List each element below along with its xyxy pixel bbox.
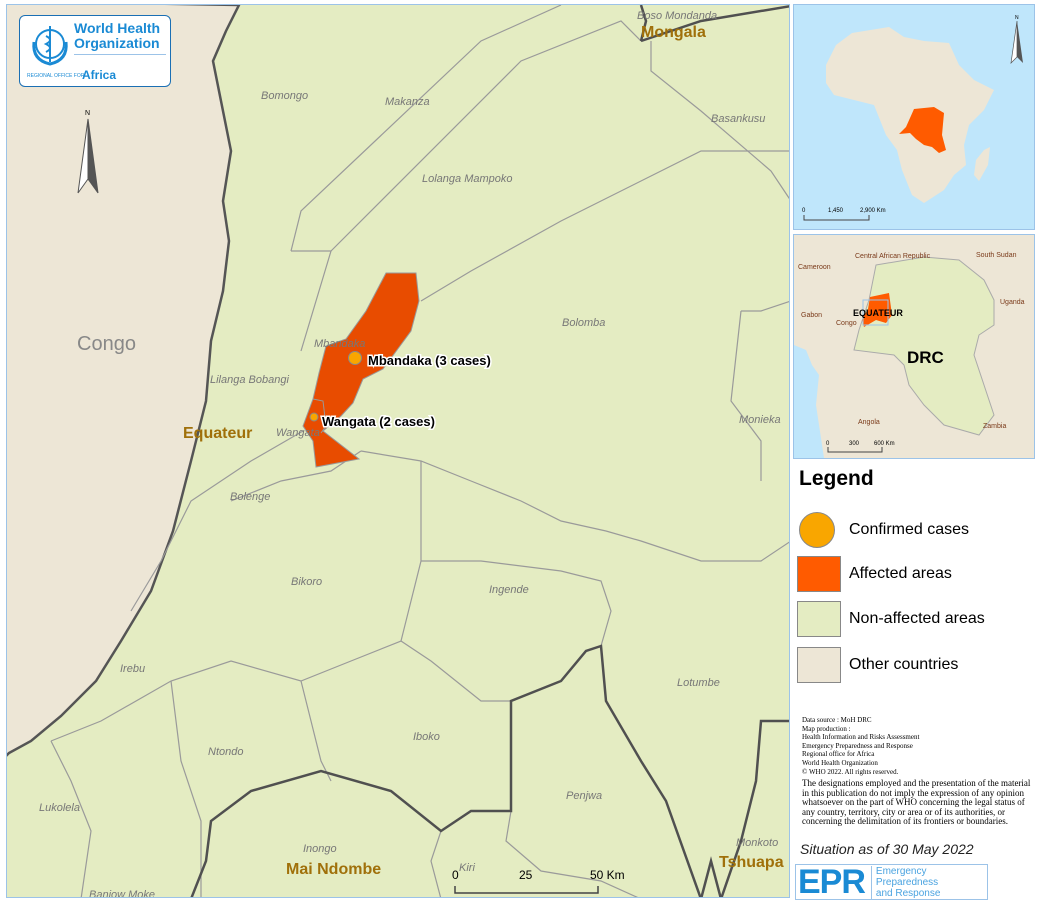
who-logo: World Health Organization REGIONAL OFFIC… <box>19 15 171 87</box>
svg-text:1,450: 1,450 <box>828 208 844 214</box>
svg-text:Uganda: Uganda <box>1000 299 1025 306</box>
svg-text:Makanza: Makanza <box>385 96 430 108</box>
legend-title: Legend <box>799 467 874 490</box>
svg-text:300: 300 <box>849 441 860 447</box>
svg-text:0: 0 <box>452 868 459 882</box>
equateur-highlight <box>862 293 892 327</box>
province-label: Mongala <box>641 24 706 41</box>
main-map: Congo Equateur Mongala Mai Ndombe Tshuap… <box>6 4 790 898</box>
svg-text:Zambia: Zambia <box>983 423 1006 430</box>
svg-text:Monieka: Monieka <box>739 414 781 426</box>
scale-bar: 0 1,450 2,900 Km <box>802 208 886 221</box>
svg-text:South Sudan: South Sudan <box>976 252 1017 259</box>
svg-text:Kiri: Kiri <box>459 862 475 874</box>
wangata-boundary <box>312 398 327 434</box>
province-boundaries <box>190 5 789 897</box>
legend-item-affected: Affected areas <box>797 554 952 594</box>
svg-text:Congo: Congo <box>836 320 857 327</box>
svg-text:Mbandaka: Mbandaka <box>314 338 365 350</box>
affected-swatch <box>797 556 841 592</box>
district-labels: Bomongo Makanza Basankusu Boso Mondanda … <box>39 10 781 898</box>
svg-text:Ntondo: Ntondo <box>208 746 243 758</box>
svg-text:Irebu: Irebu <box>120 663 145 675</box>
svg-text:Lotumbe: Lotumbe <box>677 677 720 689</box>
legend-item-other: Other countries <box>797 645 958 685</box>
svg-text:50 Km: 50 Km <box>590 868 625 882</box>
svg-text:N: N <box>85 110 90 117</box>
svg-text:Bolenge: Bolenge <box>230 491 270 503</box>
other-countries-swatch <box>797 647 841 683</box>
drc-country <box>853 256 995 436</box>
country-labels: Central African Republic South Sudan Cam… <box>798 252 1025 430</box>
svg-text:Iboko: Iboko <box>413 731 440 743</box>
district-boundaries <box>50 5 789 897</box>
svg-text:Lilanga Bobangi: Lilanga Bobangi <box>210 374 289 386</box>
scale-bar: 0 25 50 Km <box>452 868 625 894</box>
svg-text:Bomongo: Bomongo <box>261 90 308 102</box>
confirmed-swatch-icon <box>799 512 835 548</box>
legend-item-confirmed: Confirmed cases <box>797 510 969 550</box>
svg-text:Lukolela: Lukolela <box>39 802 80 814</box>
north-arrow: N <box>1010 15 1023 64</box>
svg-text:600 Km: 600 Km <box>874 441 895 447</box>
svg-text:Wangata: Wangata <box>276 427 320 439</box>
case-label-mbandaka: Mbandaka (3 cases) <box>368 353 491 368</box>
country-label-congo: Congo <box>77 333 136 355</box>
situation-date: Situation as of 30 May 2022 <box>800 841 974 857</box>
svg-text:Bikoro: Bikoro <box>291 576 322 588</box>
svg-text:Banjow Moke: Banjow Moke <box>89 889 155 898</box>
non-affected-swatch <box>797 601 841 637</box>
svg-text:Gabon: Gabon <box>801 312 822 319</box>
svg-text:25: 25 <box>519 868 533 882</box>
congo-country <box>7 5 241 757</box>
province-label: Equateur <box>183 425 252 442</box>
extent-indicator <box>862 299 889 326</box>
svg-text:Angola: Angola <box>858 419 880 426</box>
epr-logo: EPR Emergency Preparedness and Response <box>795 863 988 901</box>
affected-area-mbandaka <box>302 272 420 468</box>
svg-text:Inongo: Inongo <box>303 843 337 855</box>
svg-text:Basankusu: Basankusu <box>711 113 765 125</box>
main-map-svg: Congo Equateur Mongala Mai Ndombe Tshuap… <box>7 5 789 898</box>
who-regional: REGIONAL OFFICE FOR <box>27 73 85 79</box>
madagascar <box>974 147 990 181</box>
svg-text:Monkoto: Monkoto <box>736 837 778 849</box>
confirmed-case-mbandaka[interactable] <box>348 351 362 365</box>
svg-text:2,900 Km: 2,900 Km <box>860 208 886 214</box>
svg-text:Central African Republic: Central African Republic <box>855 253 931 260</box>
svg-text:Penjwa: Penjwa <box>566 790 602 802</box>
svg-text:Cameroon: Cameroon <box>798 264 831 271</box>
legend-item-non-affected: Non-affected areas <box>797 599 985 639</box>
drc-label: DRC <box>907 348 944 367</box>
confirmed-case-wangata[interactable] <box>309 412 319 422</box>
svg-text:Ingende: Ingende <box>489 584 529 596</box>
svg-text:Boso Mondanda: Boso Mondanda <box>637 10 717 22</box>
disclaimer: The designations employed and the presen… <box>802 778 1031 827</box>
scale-bar: 0 300 600 Km <box>826 441 895 453</box>
svg-text:0: 0 <box>826 441 830 447</box>
north-arrow: N <box>77 110 99 194</box>
svg-text:0: 0 <box>802 208 806 214</box>
equateur-label: EQUATEUR <box>853 308 903 318</box>
province-label: Tshuapa <box>719 854 784 871</box>
who-name-line2: Organization <box>74 35 160 51</box>
credits: Data source : MoH DRC Map production : Hea… <box>802 716 920 776</box>
svg-text:N: N <box>1015 15 1019 21</box>
svg-text:Bolomba: Bolomba <box>562 317 605 329</box>
svg-text:Lolanga Mampoko: Lolanga Mampoko <box>422 173 513 185</box>
who-name-line1: World Health <box>74 20 161 36</box>
inset-africa: N 0 1,450 2,900 Km <box>793 4 1035 230</box>
who-emblem-icon <box>32 26 68 66</box>
who-region: Africa <box>82 68 117 82</box>
drc-highlight <box>899 107 946 153</box>
case-label-wangata: Wangata (2 cases) <box>322 414 435 429</box>
africa-continent <box>826 27 994 203</box>
inset-drc: Central African Republic South Sudan Cam… <box>793 234 1035 459</box>
province-label: Mai Ndombe <box>286 861 381 878</box>
atlantic-water <box>794 345 824 458</box>
